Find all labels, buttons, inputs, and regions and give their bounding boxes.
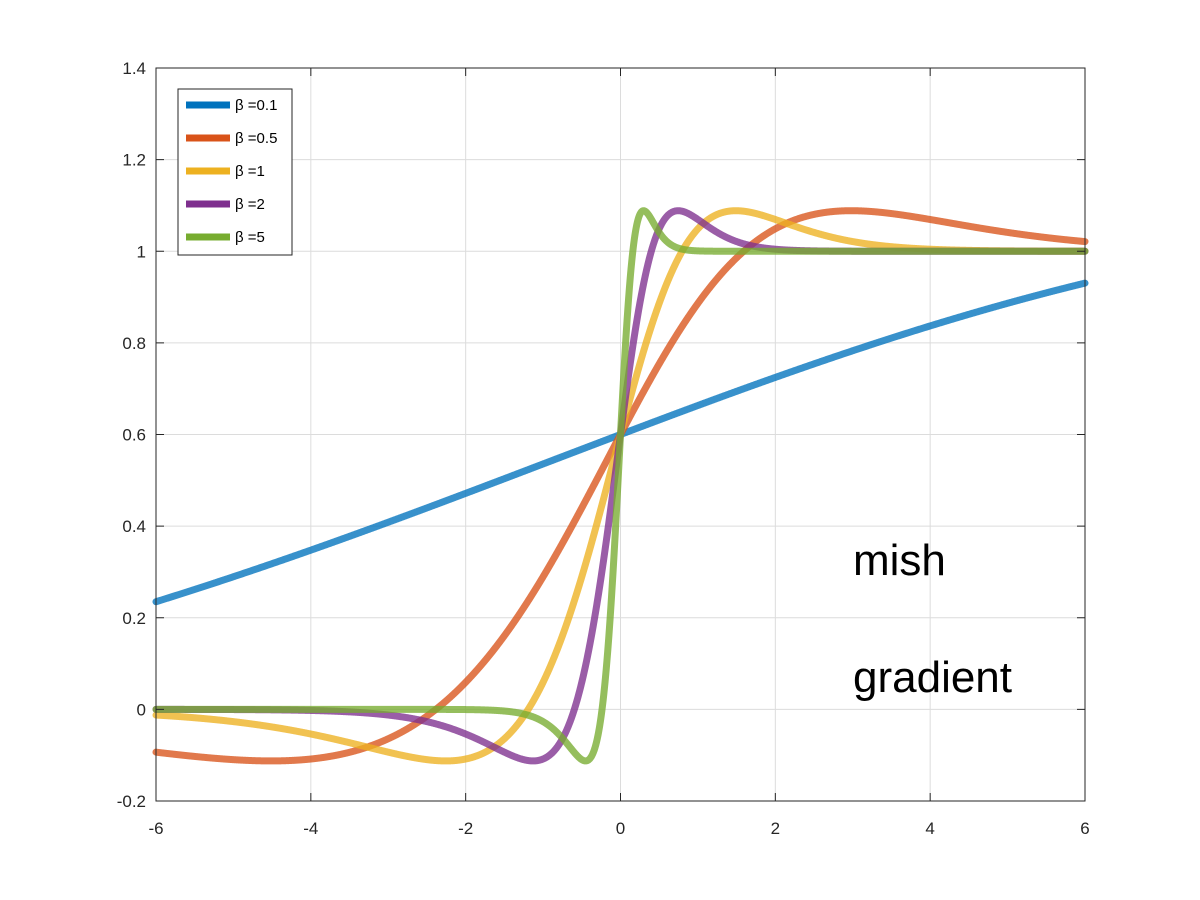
legend: β =0.1 β =0.5 β =1 β =2 β =5	[177, 88, 293, 256]
y-axis-tick-labels: -0.2 0 0.2 0.4 0.6 0.8 1 1.2 1.4	[117, 59, 146, 811]
x-tick-label: 2	[771, 819, 780, 838]
y-tick-label: 1.2	[122, 151, 146, 170]
tick-marks	[155, 67, 1086, 802]
legend-label-3: β =2	[235, 196, 265, 213]
annotation-mish: mish	[853, 536, 946, 585]
x-tick-label: 6	[1080, 819, 1089, 838]
annotation-gradient: gradient	[853, 653, 1012, 702]
series-lines	[152, 207, 1089, 765]
y-tick-label: 0.6	[122, 426, 146, 445]
legend-label-1: β =0.5	[235, 130, 277, 147]
y-tick-label: 0.8	[122, 334, 146, 353]
x-tick-label: -2	[458, 819, 473, 838]
y-tick-label: 1.4	[122, 59, 146, 78]
legend-label-0: β =0.1	[235, 97, 277, 114]
y-tick-label: 0	[137, 700, 146, 719]
x-tick-label: -6	[148, 819, 163, 838]
x-tick-label: -4	[303, 819, 318, 838]
x-tick-label: 0	[616, 819, 625, 838]
y-tick-label: 1	[137, 242, 146, 261]
series-line-4	[152, 207, 1089, 765]
x-axis-tick-labels: -6 -4 -2 0 2 4 6	[148, 819, 1089, 838]
legend-label-2: β =1	[235, 163, 265, 180]
y-tick-label: -0.2	[117, 792, 146, 811]
x-tick-label: 4	[925, 819, 934, 838]
legend-label-4: β =5	[235, 229, 265, 246]
y-tick-label: 0.2	[122, 609, 146, 628]
y-tick-label: 0.4	[122, 517, 146, 536]
